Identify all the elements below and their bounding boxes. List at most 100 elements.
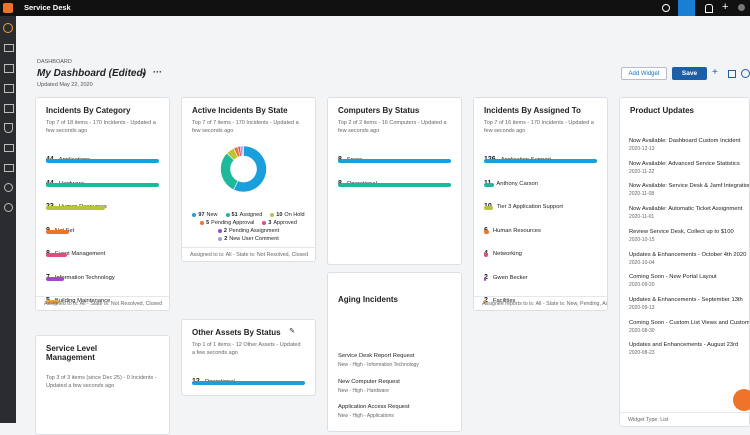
bar [192,381,305,385]
edit-icon[interactable]: ✎ [289,328,295,335]
title-more[interactable]: ··· [153,67,162,77]
avatar[interactable] [738,4,745,11]
widget-card: Computers By Status Top 2 of 2 items - 16… [327,97,462,265]
legend-label: Pending Approval [211,220,255,226]
legend-swatch [262,221,267,225]
legend-value: 97 [198,212,205,218]
bar [338,182,451,187]
bar [484,253,488,257]
search-icon[interactable] [662,4,670,12]
update-date: 2020-12-13 [629,146,655,152]
legend-item: 10 On Hold [270,212,305,218]
widget-card: Aging Incidents Service Desk Report Reque… [327,272,462,432]
widget-title: Active Incidents By State [192,106,288,115]
widget-card: Product Updates Now Available: Dashboard … [619,97,750,427]
chat-launcher[interactable] [733,389,750,411]
widget-subtitle: Top 7 of 7 items - 170 Incidents - Updat… [192,120,299,134]
legend-label: Approved [273,220,297,226]
legend-label: New User Comment [229,236,279,242]
logo[interactable] [3,3,13,13]
legend: 97 New 51 Assigned 10 On Hold 5 Pending Approva… [188,212,309,242]
title-dropdown[interactable]: ▾ [142,71,146,78]
bar-row: 12Operational [192,370,235,388]
legend-swatch [225,213,230,217]
item-value: 2 [484,273,488,281]
update-date: 2020-10-15 [629,236,655,243]
bar-row: 2 Gwen Becker [484,266,528,284]
bar [46,182,159,187]
nav-assets[interactable] [4,144,14,152]
bar-row: 6Human Resources [484,219,541,237]
bar-row: 8Spare [338,148,362,166]
fullscreen-button[interactable] [728,70,736,78]
bar [484,206,493,210]
incident-title: Application Access Request [338,404,410,410]
bar-row: 8Operational [338,172,377,190]
add-widget-button[interactable]: Add Widget [621,67,667,80]
legend-value: 3 [268,220,272,226]
item-label: Building Maintenance [54,298,111,304]
widget-footer: Assigned to is: All - State is: Not Reso… [182,247,315,261]
bar [484,182,494,187]
nav-reports[interactable] [4,164,14,172]
app-title: Service Desk [24,3,71,12]
nav-settings[interactable] [4,203,13,212]
update-date: 2020-10-04 [629,259,655,266]
update-date: 2020-11-08 [629,191,655,198]
item-label: Information Technology [54,274,115,281]
bar-row: 4Networking [484,242,522,260]
update-title: Updates & Enhancements - October 4th 202… [629,251,747,258]
legend-item: 97 New [192,212,218,218]
item-label: Tier 3 Application Support [496,204,563,210]
widget-footer: Widget Type: List [620,412,749,426]
bar-row: 8Event Management [46,242,105,260]
legend-swatch [200,221,205,225]
update-title: Updates and Enhancements - August 23rd [629,342,739,349]
bar [338,159,451,163]
widget-card: Other Assets By Status Top 1 of 1 items -… [181,319,316,396]
incident-detail: New - High - Information Technology [338,362,419,368]
bell-icon[interactable] [705,4,713,13]
bar [484,276,486,281]
update-title: Updates & Enhancements - September 13th [629,296,743,303]
bar [46,229,70,234]
breadcrumb: DASHBOARD [37,59,72,65]
widget-card: Incidents By Category Top 7 of 18 items -… [35,97,170,311]
bar [484,229,490,234]
donut-segment [241,145,244,157]
nav-dashboard[interactable] [3,23,13,33]
legend-item: 3 Approved [262,220,297,226]
legend-swatch [218,237,223,241]
widget-title: Aging Incidents [338,295,398,304]
nav-changes[interactable] [4,104,14,113]
widget-title: Other Assets By Status [192,328,281,337]
legend-value: 51 [231,212,238,218]
incident-title: Service Desk Report Request [338,353,415,359]
chat-icon[interactable] [678,0,695,16]
bar-row: 2 Facilities [484,289,515,307]
nav-incidents[interactable] [4,44,14,52]
legend-swatch [270,213,275,217]
bar-row: 10Tier 3 Application Support [484,195,563,213]
widget-title: Service Level Management [46,344,98,362]
nav-tasks[interactable] [4,84,14,93]
legend-item: 5 Pending Approval [200,220,254,226]
add-icon[interactable]: + [722,1,729,13]
help-button[interactable] [741,69,750,78]
bar [46,276,64,281]
bar [46,253,67,257]
nav-help[interactable] [4,183,13,192]
widget-title: Computers By Status [338,106,420,115]
update-date: 2020-08-23 [629,350,655,357]
bar-row: 7Information Technology [46,266,115,284]
top-bar: Service Desk + [0,0,750,16]
nav-requests[interactable] [4,64,14,73]
add-button[interactable]: + [712,67,718,78]
widget-title: Incidents By Category [46,106,131,115]
bar-row: 44Applications [46,148,90,166]
item-value: 2 [484,297,488,304]
save-button[interactable]: Save [672,67,707,80]
nav-risk[interactable] [4,123,13,133]
legend-value: 10 [276,212,283,218]
donut-chart [220,145,267,193]
